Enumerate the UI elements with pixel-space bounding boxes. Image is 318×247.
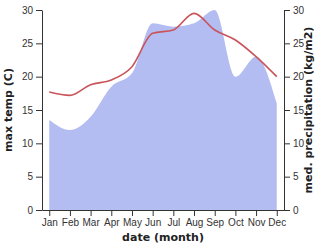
- tick: May: [123, 210, 142, 228]
- tick-mark: [284, 143, 290, 144]
- tick-label: Jul: [167, 217, 180, 228]
- tick-label: 0: [27, 205, 33, 216]
- chart: Jan FebMar AprMayJun Jul AugSep Oct NovDec 0 5 10…: [0, 0, 318, 247]
- tick: Apr: [104, 210, 120, 228]
- tick-mark: [235, 210, 236, 216]
- tick-mark: [70, 210, 71, 216]
- tick-label: Mar: [82, 217, 100, 228]
- tick: Oct: [228, 210, 244, 228]
- tick: Jul: [167, 210, 180, 228]
- tick-mark: [36, 143, 42, 144]
- tick-mark: [277, 210, 278, 216]
- tick: 10: [22, 138, 42, 149]
- tick: Jan: [42, 210, 58, 228]
- tick-mark: [284, 210, 290, 211]
- tick-mark: [36, 77, 42, 78]
- tick: Feb: [62, 210, 80, 228]
- tick: 0: [284, 205, 299, 216]
- tick-label: 15: [22, 105, 34, 116]
- tick: 0: [27, 205, 42, 216]
- tick: 25: [22, 38, 42, 49]
- tick: Jun: [145, 210, 161, 228]
- tick: 15: [22, 105, 42, 116]
- y-axis-line: [42, 11, 43, 211]
- tick-mark: [36, 110, 42, 111]
- tick-label: May: [123, 217, 142, 228]
- tick-label: Dec: [268, 217, 286, 228]
- tick-label: 30: [293, 5, 305, 16]
- tick-mark: [284, 110, 290, 111]
- tick-label: Jun: [145, 217, 161, 228]
- tick-mark: [284, 10, 290, 11]
- tick-label: Feb: [62, 217, 80, 228]
- tick-mark: [215, 210, 216, 216]
- tick-label: Sep: [206, 217, 224, 228]
- tick-mark: [132, 210, 133, 216]
- tick-label: 20: [22, 71, 34, 82]
- tick-mark: [284, 77, 290, 78]
- tick-mark: [194, 210, 195, 216]
- y2-axis-title: med. precipitation (kg/m2): [302, 27, 315, 194]
- tick: 20: [22, 71, 42, 82]
- tick-label: 5: [293, 171, 299, 182]
- x-axis-title: date (month): [122, 231, 204, 244]
- tick-mark: [111, 210, 112, 216]
- tick-mark: [284, 43, 290, 44]
- tick-mark: [49, 210, 50, 216]
- tick-label: 25: [22, 38, 34, 49]
- tick-mark: [153, 210, 154, 216]
- tick-label: Apr: [104, 217, 120, 228]
- tick-mark: [36, 177, 42, 178]
- plot-area: [49, 10, 277, 210]
- tick: Aug: [186, 210, 204, 228]
- tick-label: Jan: [42, 217, 58, 228]
- tick-label: Oct: [228, 217, 244, 228]
- x-axis: Jan FebMar AprMayJun Jul AugSep Oct NovDec: [42, 210, 286, 228]
- tick-mark: [284, 177, 290, 178]
- y-axis-title: max temp (C): [2, 68, 15, 152]
- tick: 5: [284, 171, 299, 182]
- temperature-line: [49, 13, 277, 95]
- tick-label: 30: [22, 5, 34, 16]
- tick: Mar: [82, 210, 100, 228]
- tick-label: 10: [22, 138, 34, 149]
- tick: Nov: [248, 210, 266, 228]
- tick-label: 0: [293, 205, 299, 216]
- tick: 30: [22, 5, 42, 16]
- tick-mark: [36, 210, 42, 211]
- tick: 5: [27, 171, 42, 182]
- tick-label: 5: [27, 171, 33, 182]
- tick: Dec: [268, 210, 286, 228]
- tick-label: Aug: [186, 217, 204, 228]
- tick-mark: [91, 210, 92, 216]
- tick: 30: [284, 5, 305, 16]
- precipitation-area: [49, 10, 277, 210]
- tick-mark: [36, 43, 42, 44]
- tick: Sep: [206, 210, 224, 228]
- tick-label: Nov: [248, 217, 266, 228]
- tick-mark: [36, 10, 42, 11]
- x-axis-line: [43, 210, 285, 211]
- tick-mark: [256, 210, 257, 216]
- y-axis: 0 5 10 15 20 25 30: [22, 5, 43, 216]
- tick-mark: [173, 210, 174, 216]
